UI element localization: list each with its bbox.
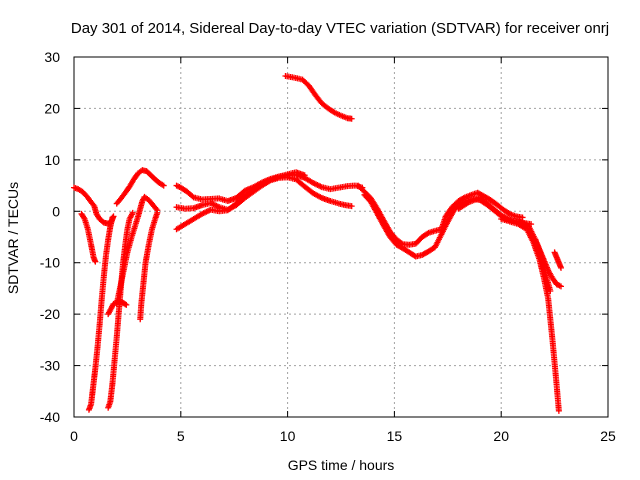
y-tick-label: -30 — [40, 358, 60, 374]
y-tick-label: 30 — [44, 49, 60, 65]
grid-lines — [74, 57, 608, 417]
data-point — [348, 115, 355, 122]
x-tick-label: 0 — [70, 428, 78, 444]
y-tick-label: -10 — [40, 255, 60, 271]
data-point — [153, 205, 160, 212]
data-point — [558, 283, 565, 290]
data-point — [558, 264, 565, 271]
x-tick-label: 15 — [387, 428, 403, 444]
data-point — [122, 301, 129, 308]
data-point — [547, 288, 554, 294]
x-tick-label: 20 — [493, 428, 509, 444]
data-point — [80, 214, 87, 221]
y-axis-label: SDTVAR / TECUs — [5, 182, 21, 294]
data-point — [109, 214, 116, 221]
data-point — [348, 203, 355, 210]
x-tick-label: 5 — [177, 428, 185, 444]
data-point — [424, 230, 431, 237]
axis-ticks: 0 5 10 15 20 25 -40 -30 -20 -10 0 10 20 30 — [40, 49, 616, 444]
data-point — [123, 301, 130, 308]
chart-title: Day 301 of 2014, Sidereal Day-to-day VTE… — [71, 20, 609, 37]
data-point — [154, 209, 161, 216]
data-point — [92, 258, 99, 265]
y-tick-label: -40 — [40, 409, 60, 425]
data-points — [71, 73, 565, 414]
y-tick-label: 0 — [52, 203, 60, 219]
data-point — [129, 209, 136, 216]
data-point — [519, 214, 526, 221]
x-tick-label: 10 — [280, 428, 296, 444]
x-axis-label: GPS time / hours — [288, 457, 395, 473]
y-tick-label: 10 — [44, 152, 60, 168]
x-tick-label: 25 — [600, 428, 616, 444]
y-tick-label: 20 — [44, 100, 60, 116]
data-point — [555, 407, 562, 414]
data-point — [160, 182, 167, 189]
plot-border — [73, 56, 609, 418]
y-tick-label: -20 — [40, 306, 60, 322]
data-point — [301, 172, 308, 179]
